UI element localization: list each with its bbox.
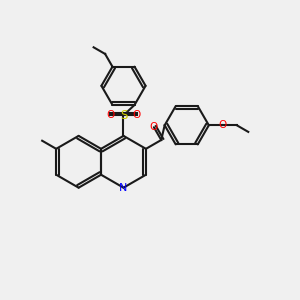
Text: O: O	[150, 122, 158, 132]
Text: S: S	[120, 109, 127, 122]
Text: O: O	[133, 110, 141, 120]
Text: O: O	[106, 110, 114, 120]
Text: N: N	[119, 183, 128, 193]
Text: O: O	[218, 120, 226, 130]
